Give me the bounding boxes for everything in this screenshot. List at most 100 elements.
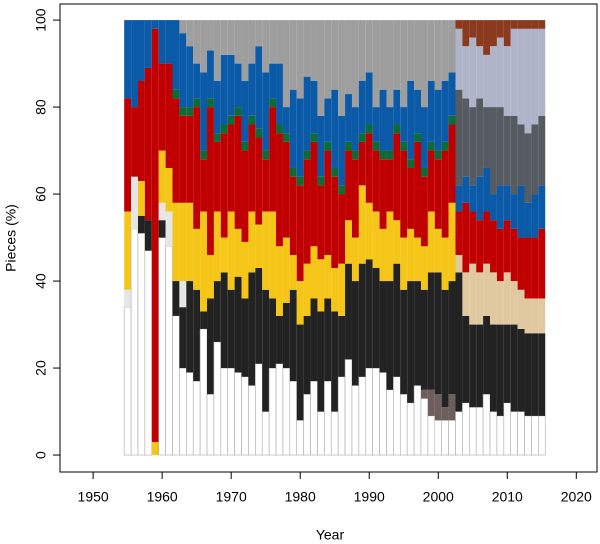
bar-segment: [441, 150, 449, 238]
bar-segment: [400, 237, 408, 290]
bar-segment: [538, 298, 546, 334]
bar-segment: [379, 20, 387, 90]
bar-segment: [483, 20, 491, 55]
bar-segment: [317, 259, 325, 312]
bar-segment: [510, 324, 518, 412]
bar-segment: [220, 237, 228, 273]
bar-segment: [289, 167, 297, 177]
bar-segment: [496, 324, 504, 416]
bar-segment: [331, 268, 339, 312]
bar-segment: [351, 237, 359, 282]
bar-segment: [324, 98, 332, 142]
bar-segment: [510, 20, 518, 29]
bar-segment: [476, 20, 484, 47]
bar-segment: [220, 124, 228, 134]
bar-segment: [538, 333, 546, 416]
bar-segment: [455, 272, 463, 412]
bar-segment: [200, 20, 208, 73]
bar-segment: [338, 20, 346, 116]
bar-segment: [496, 415, 505, 456]
bar-segment: [227, 115, 235, 125]
bar-segment: [476, 272, 484, 325]
bar-segment: [448, 281, 456, 395]
bar-segment: [324, 298, 332, 382]
bar-segment: [227, 20, 235, 55]
bar-segment: [317, 311, 325, 412]
bar-segment: [234, 372, 242, 456]
bar-segment: [365, 202, 373, 260]
bar-segment: [186, 202, 194, 282]
bar-segment: [386, 389, 394, 456]
y-tick-label: 80: [33, 99, 49, 115]
bar-segment: [510, 194, 518, 229]
bar-segment: [131, 107, 138, 177]
bar-segment: [269, 63, 277, 99]
bar-segment: [310, 20, 318, 81]
bar-segment: [462, 272, 470, 316]
bar-segment: [172, 315, 180, 456]
bar-segment: [448, 394, 456, 421]
bar-segment: [345, 141, 352, 151]
bar-segment: [324, 20, 332, 99]
bar-segment: [386, 159, 394, 212]
bar-segment: [476, 46, 484, 99]
bar-segment: [496, 228, 504, 282]
bar-segment: [234, 115, 242, 229]
bar-segment: [255, 363, 263, 456]
bar-segment: [227, 289, 235, 369]
bar-segment: [358, 20, 366, 81]
bar-segment: [151, 28, 159, 442]
bar-segment: [345, 263, 352, 360]
bar-segment: [496, 185, 504, 229]
bar-segment: [338, 115, 346, 186]
bar-segment: [179, 202, 187, 282]
bar-segment: [172, 98, 180, 203]
bar-segment: [137, 181, 145, 216]
bar-segment: [379, 228, 387, 282]
bar-segment: [441, 237, 449, 290]
bar-segment: [303, 393, 311, 456]
bar-segment: [400, 289, 408, 395]
bar-segment: [399, 393, 408, 456]
bar-segment: [234, 63, 242, 108]
bar-segment: [276, 20, 283, 64]
bar-segment: [490, 20, 497, 47]
bar-segment: [496, 20, 504, 38]
bar-segment: [179, 107, 187, 116]
bar-segment: [262, 289, 270, 412]
bar-segment: [255, 128, 263, 138]
bar-segment: [358, 80, 366, 134]
bar-segment: [186, 115, 194, 203]
bar-segment: [241, 376, 249, 456]
bar-segment: [434, 228, 442, 273]
bar-segment: [130, 228, 139, 456]
bar-segment: [255, 46, 263, 129]
x-tick-label: 2020: [561, 489, 592, 505]
bar-segment: [220, 20, 228, 55]
bar-segment: [517, 28, 525, 125]
bar-segment: [282, 20, 290, 108]
bar-segment: [200, 211, 208, 312]
bar-segment: [330, 411, 339, 456]
bar-segment: [372, 107, 380, 142]
bar-segment: [524, 237, 532, 299]
bar-segment: [338, 315, 346, 377]
bar-segment: [269, 107, 277, 212]
bar-segment: [172, 202, 180, 282]
bar-segment: [200, 72, 208, 151]
bar-segment: [345, 20, 352, 95]
bar-segment: [358, 185, 366, 264]
bar-segment: [406, 402, 415, 456]
bar-segment: [407, 20, 415, 81]
bar-segment: [213, 341, 222, 456]
bar-segment: [496, 281, 504, 325]
bar-segment: [524, 202, 532, 238]
y-tick-label: 40: [33, 273, 49, 289]
bar-segment: [434, 89, 442, 151]
bar-segment: [276, 315, 283, 364]
bar-segment: [310, 298, 318, 382]
bar-segment: [434, 159, 442, 229]
bar-segment: [517, 289, 525, 329]
bar-segment: [386, 107, 394, 151]
bar-segment: [420, 398, 429, 456]
